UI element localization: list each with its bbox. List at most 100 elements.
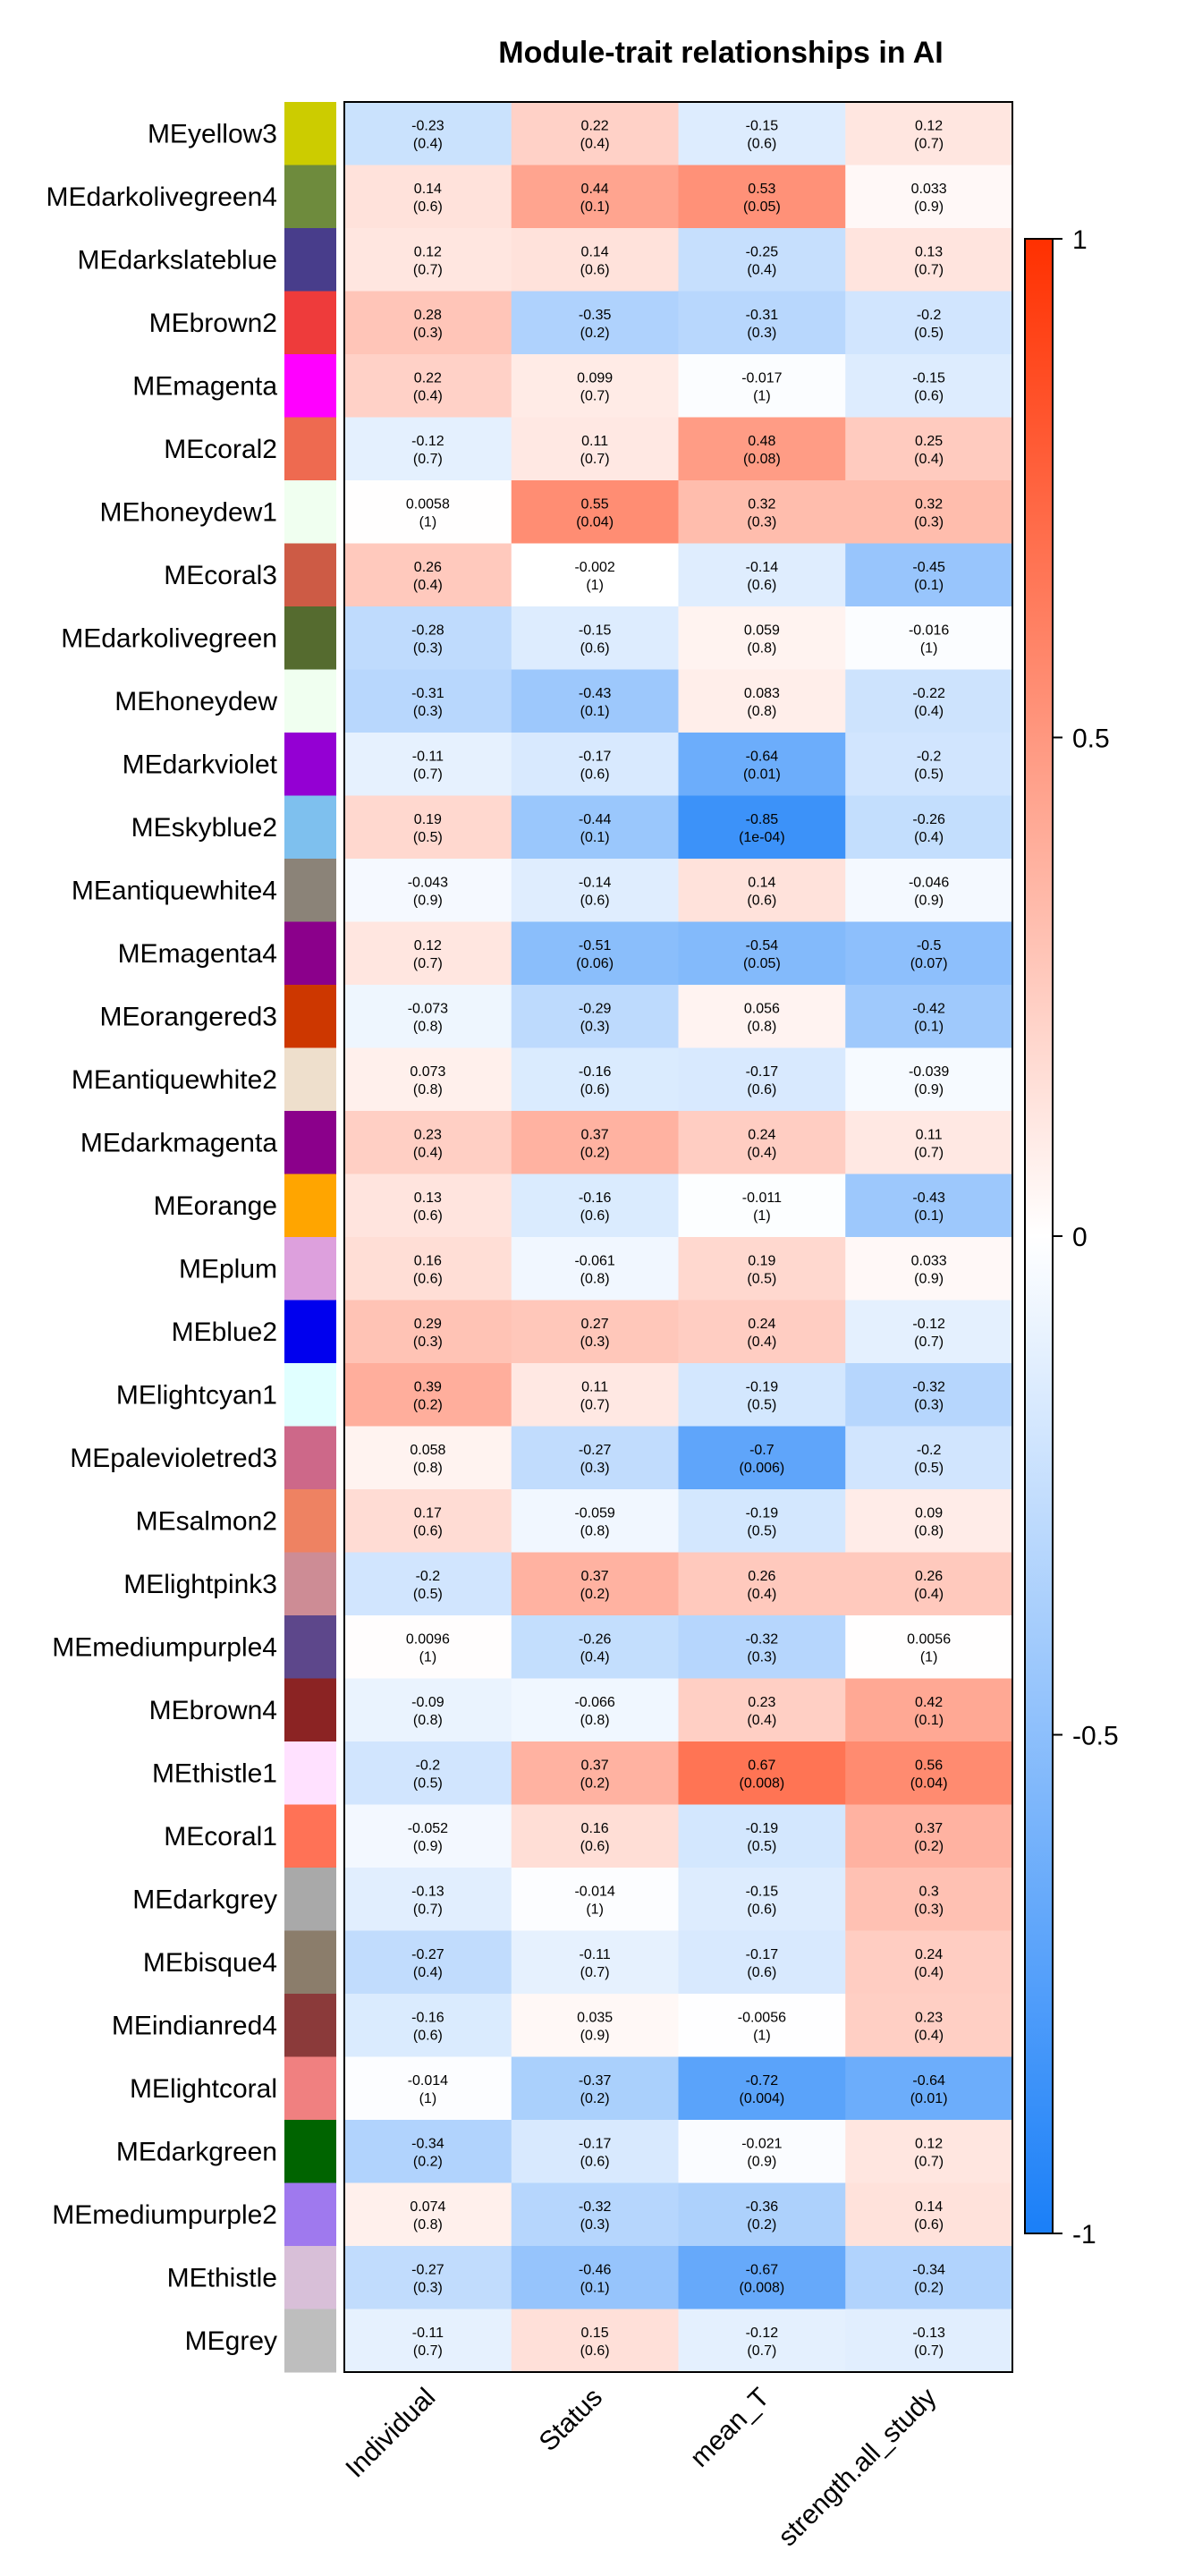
cell-pvalue: (0.4) [914, 1587, 944, 1602]
heatmap-cell [845, 354, 1013, 418]
heatmap-cell [511, 165, 679, 229]
cell-pvalue: (0.1) [580, 2280, 610, 2295]
cell-pvalue: (0.04) [576, 514, 614, 530]
cell-pvalue: (0.1) [580, 199, 610, 215]
cell-correlation: -0.46 [579, 2262, 612, 2277]
cell-correlation: 0.19 [748, 1253, 775, 1268]
module-swatch [284, 606, 336, 670]
colorbar-tick-label: -0.5 [1072, 1722, 1119, 1751]
heatmap-cell [678, 2182, 846, 2247]
cell-correlation: 0.12 [414, 244, 442, 259]
heatmap-cell [678, 733, 846, 796]
cell-correlation: -0.12 [411, 434, 444, 449]
cell-correlation: 0.083 [744, 686, 780, 701]
cell-pvalue: (0.4) [413, 388, 443, 403]
cell-pvalue: (0.7) [580, 452, 610, 467]
cell-correlation: 0.074 [410, 2199, 445, 2215]
cell-pvalue: (1) [920, 1649, 938, 1665]
cell-correlation: 0.37 [915, 1821, 943, 1836]
cell-correlation: -0.25 [746, 244, 779, 259]
cell-pvalue: (0.7) [413, 1902, 443, 1917]
cell-pvalue: (0.5) [747, 1523, 776, 1538]
cell-correlation: -0.14 [579, 875, 612, 890]
module-swatch [284, 1678, 336, 1742]
heatmap-cell [511, 606, 679, 670]
heatmap-cell [845, 1174, 1013, 1238]
cell-correlation: -0.0056 [738, 2010, 786, 2025]
cell-pvalue: (0.6) [413, 1523, 443, 1538]
heatmap-cell [845, 1489, 1013, 1553]
row-label: MEdarkslateblue [78, 245, 277, 275]
cell-correlation: 0.09 [915, 1505, 943, 1521]
cell-pvalue: (0.3) [580, 2217, 610, 2233]
cell-correlation: 0.033 [911, 182, 947, 197]
cell-pvalue: (1) [419, 514, 437, 530]
module-swatch [284, 291, 336, 355]
cell-pvalue: (0.3) [413, 326, 443, 341]
module-swatch [284, 669, 336, 733]
cell-correlation: -0.15 [746, 1884, 779, 1899]
cell-correlation: 0.32 [748, 496, 775, 512]
heatmap-cell [344, 1300, 512, 1364]
heatmap-cell [511, 2182, 679, 2247]
cell-pvalue: (0.7) [413, 767, 443, 782]
cell-correlation: 0.14 [748, 875, 775, 890]
module-swatch [284, 417, 336, 481]
heatmap-cell [344, 1237, 512, 1301]
cell-pvalue: (0.2) [580, 1145, 610, 1160]
cell-correlation: 0.073 [410, 1064, 445, 1080]
heatmap-cell [344, 1111, 512, 1174]
cell-pvalue: (0.6) [580, 1839, 610, 1854]
cell-correlation: 0.13 [414, 1191, 442, 1206]
cell-pvalue: (0.2) [413, 2154, 443, 2169]
cell-correlation: 0.035 [577, 2010, 613, 2025]
cell-pvalue: (0.8) [580, 1271, 610, 1286]
cell-pvalue: (0.9) [914, 893, 944, 908]
cell-correlation: -0.15 [912, 370, 945, 386]
cell-pvalue: (0.07) [910, 956, 948, 971]
cell-correlation: 0.033 [911, 1253, 947, 1268]
cell-pvalue: (0.7) [747, 2343, 776, 2359]
cell-correlation: 0.12 [915, 118, 943, 133]
heatmap-cell [511, 921, 679, 986]
cell-correlation: 0.44 [581, 182, 609, 197]
heatmap-cell [845, 228, 1013, 292]
cell-correlation: -0.32 [746, 1631, 779, 1647]
cell-correlation: -0.021 [741, 2136, 782, 2151]
cell-correlation: -0.35 [579, 308, 612, 323]
heatmap-cell [678, 228, 846, 292]
row-label: MEdarkgreen [116, 2137, 277, 2166]
cell-correlation: 0.37 [581, 1127, 609, 1142]
heatmap-cell [511, 669, 679, 733]
colorbar-tick-label: 0.5 [1072, 724, 1110, 754]
cell-correlation: -0.64 [912, 2073, 945, 2089]
cell-correlation: -0.039 [909, 1064, 949, 1080]
cell-correlation: -0.45 [912, 560, 945, 575]
heatmap-cell [678, 1237, 846, 1301]
cell-pvalue: (0.6) [413, 2028, 443, 2043]
cell-correlation: 0.24 [915, 1947, 943, 1962]
heatmap-cell [678, 606, 846, 670]
cell-correlation: -0.31 [411, 686, 444, 701]
cell-correlation: 0.24 [748, 1317, 775, 1332]
cell-correlation: -0.67 [746, 2262, 779, 2277]
cell-correlation: -0.26 [579, 1631, 612, 1647]
heatmap-cell [678, 165, 846, 229]
cell-correlation: -0.44 [579, 812, 612, 827]
cell-pvalue: (0.2) [580, 2091, 610, 2106]
heatmap-cell [511, 1930, 679, 1995]
cell-correlation: 0.16 [414, 1253, 442, 1268]
cell-pvalue: (0.4) [747, 1587, 776, 1602]
module-swatch [284, 1489, 336, 1553]
cell-pvalue: (0.7) [413, 956, 443, 971]
heatmap-cell [511, 1111, 679, 1174]
cell-correlation: 0.11 [581, 1379, 608, 1394]
heatmap-cell [845, 1615, 1013, 1679]
heatmap-cell [678, 2056, 846, 2121]
cell-pvalue: (0.2) [914, 1839, 944, 1854]
cell-pvalue: (0.4) [413, 1965, 443, 1980]
cell-pvalue: (0.4) [580, 136, 610, 151]
heatmap-cell [678, 985, 846, 1048]
cell-pvalue: (0.7) [413, 452, 443, 467]
module-swatch [284, 2309, 336, 2373]
